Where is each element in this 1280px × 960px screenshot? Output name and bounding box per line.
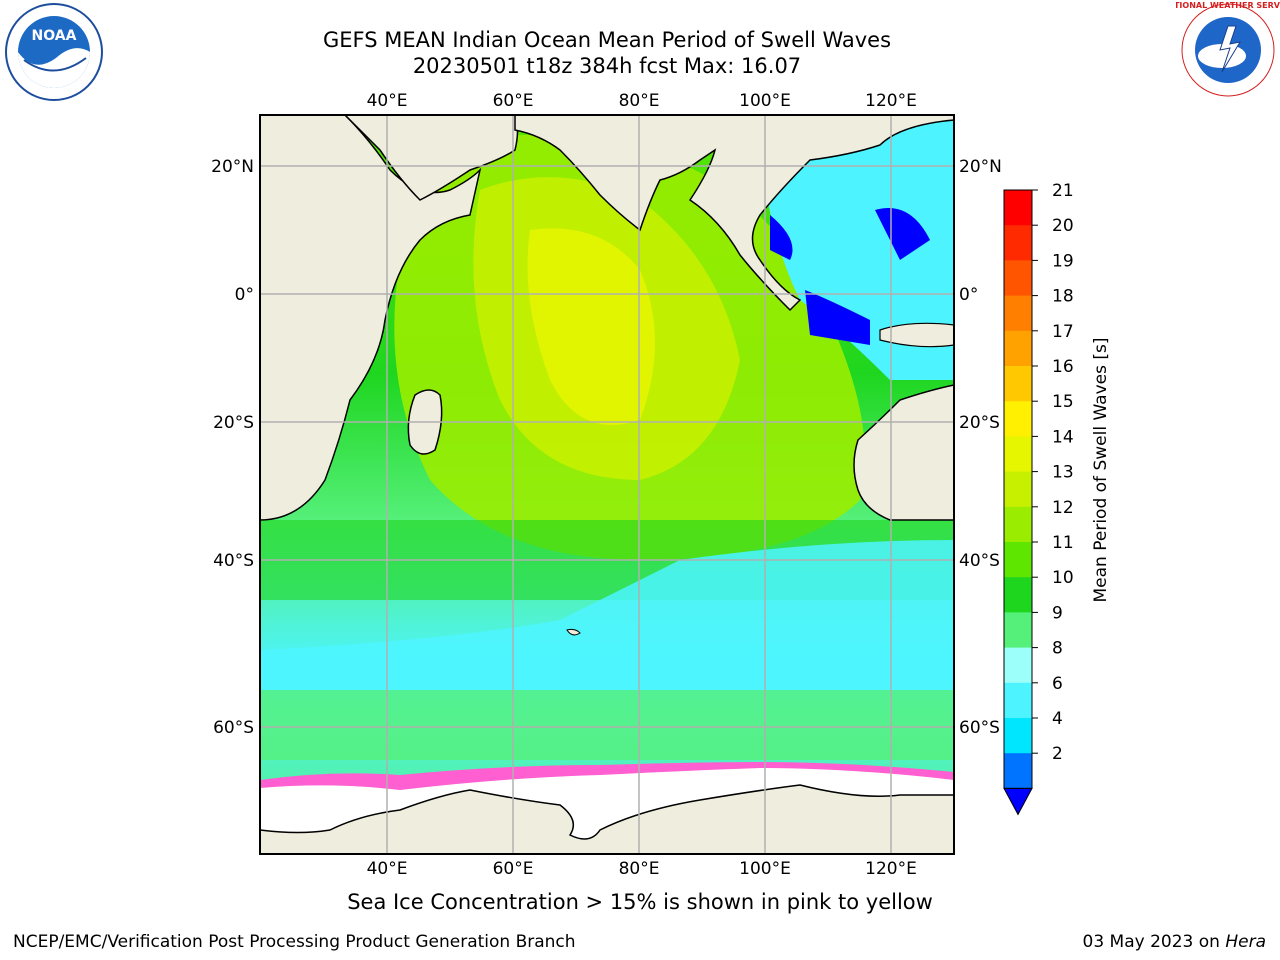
footer-date-text: 03 May 2023 on (1082, 932, 1220, 952)
colorbar-tick-label: 18 (1052, 287, 1074, 307)
lat-label-right: 40°S (959, 551, 1000, 571)
lon-label-bottom: 60°E (493, 859, 534, 879)
swell-band-9s (260, 690, 954, 760)
colorbar-tick-label: 21 (1052, 181, 1074, 201)
colorbar-segment (1004, 401, 1032, 437)
colorbar-tick-label: 17 (1052, 322, 1074, 342)
lat-label-left: 20°N (211, 157, 254, 177)
arabia-land (343, 115, 519, 201)
colorbar-tick-label: 6 (1052, 674, 1063, 694)
chart-title: GEFS MEAN Indian Ocean Mean Period of Sw… (322, 28, 892, 52)
lat-label-left: 0° (235, 285, 254, 305)
colorbar-segment (1004, 225, 1032, 261)
colorbar-tick-label: 9 (1052, 603, 1063, 623)
asia-land (514, 115, 954, 312)
nws-logo-text: NATIONAL WEATHER SERVICE (1176, 1, 1280, 10)
lon-label-top: 60°E (493, 91, 534, 111)
kerguelen-island (566, 628, 581, 636)
swell-band-7s (260, 540, 954, 690)
colorbar-segment (1004, 577, 1032, 613)
footer-credit: NCEP/EMC/Verification Post Processing Pr… (13, 932, 576, 952)
map-area (260, 115, 954, 854)
noaa-logo-text: NOAA (32, 28, 77, 44)
colorbar-segment (1004, 330, 1032, 367)
colorbar-tick-label: 4 (1052, 709, 1063, 729)
colorbar-segment (1004, 506, 1032, 543)
lat-label-right: 0° (959, 285, 978, 305)
lat-label-left: 20°S (213, 413, 254, 433)
lat-label-left: 60°S (213, 718, 254, 738)
colorbar-tick-label: 13 (1052, 463, 1074, 483)
graticule (260, 115, 954, 854)
colorbar-tick-label: 8 (1052, 639, 1063, 659)
lat-label-left: 40°S (213, 551, 254, 571)
colorbar-label: Mean Period of Swell Waves [s] (1091, 338, 1111, 603)
indonesia-land (879, 322, 954, 348)
lon-label-bottom: 120°E (865, 859, 917, 879)
lon-label-bottom: 80°E (619, 859, 660, 879)
colorbar-tick-label: 10 (1052, 568, 1074, 588)
colorbar-segment (1004, 190, 1032, 226)
colorbar: 21 20 19 18 17 16 15 14 13 12 11 10 9 8 6 4 2 (1003, 181, 1074, 816)
colorbar-segment (1004, 366, 1032, 402)
nws-logo: NATIONAL WEATHER SERVICE (1162, 0, 1280, 100)
colorbar-tick-label: 19 (1052, 251, 1074, 271)
colorbar-tick-label: 20 (1052, 216, 1074, 236)
colorbar-tick-label: 16 (1052, 357, 1074, 377)
lon-label-top: 40°E (367, 91, 408, 111)
lon-label-top: 80°E (619, 91, 660, 111)
swell-zone-14s (527, 228, 655, 425)
malacca-blue (770, 215, 793, 260)
colorbar-segment (1004, 260, 1032, 297)
colorbar-segment (1004, 436, 1032, 473)
footer-host: Hera (1225, 932, 1266, 952)
colorbar-segment (1004, 471, 1032, 508)
colorbar-tick-label: 11 (1052, 533, 1074, 553)
lat-label-right: 20°S (959, 413, 1000, 433)
swell-zone-east-cyan (760, 115, 954, 380)
chart-subtitle: 20230501 t18z 384h fcst Max: 16.07 (412, 54, 802, 78)
colorbar-segment (1004, 753, 1032, 789)
colorbar-segment (1004, 542, 1032, 578)
noaa-logo: NOAA (4, 2, 104, 102)
colorbar-segment (1004, 682, 1032, 719)
sea-ice-caption: Sea Ice Concentration > 15% is shown in … (347, 890, 933, 914)
colorbar-extend-arrow (1003, 787, 1033, 816)
lat-label-right: 20°N (959, 157, 1002, 177)
colorbar-segment (1004, 612, 1032, 649)
lon-label-top: 120°E (865, 91, 917, 111)
colorbar-segment (1004, 647, 1032, 684)
colorbar-tick-label: 15 (1052, 392, 1074, 412)
lon-label-bottom: 40°E (367, 859, 408, 879)
australia-land (853, 384, 954, 521)
colorbar-frame (1003, 189, 1033, 789)
colorbar-segment (1004, 718, 1032, 754)
footer-date: 03 May 2023 on Hera (1083, 932, 1267, 952)
colorbar-tick-label: 12 (1052, 498, 1074, 518)
colorbar-segment (1004, 295, 1032, 332)
colorbar-tick-label: 2 (1052, 744, 1063, 764)
lon-label-bottom: 100°E (739, 859, 791, 879)
map-frame (259, 114, 955, 855)
java-sea-blue (805, 290, 870, 345)
lat-label-right: 60°S (959, 718, 1000, 738)
colorbar-tick-label: 14 (1052, 427, 1074, 447)
lon-label-top: 100°E (739, 91, 791, 111)
celebes-blue (875, 208, 930, 260)
